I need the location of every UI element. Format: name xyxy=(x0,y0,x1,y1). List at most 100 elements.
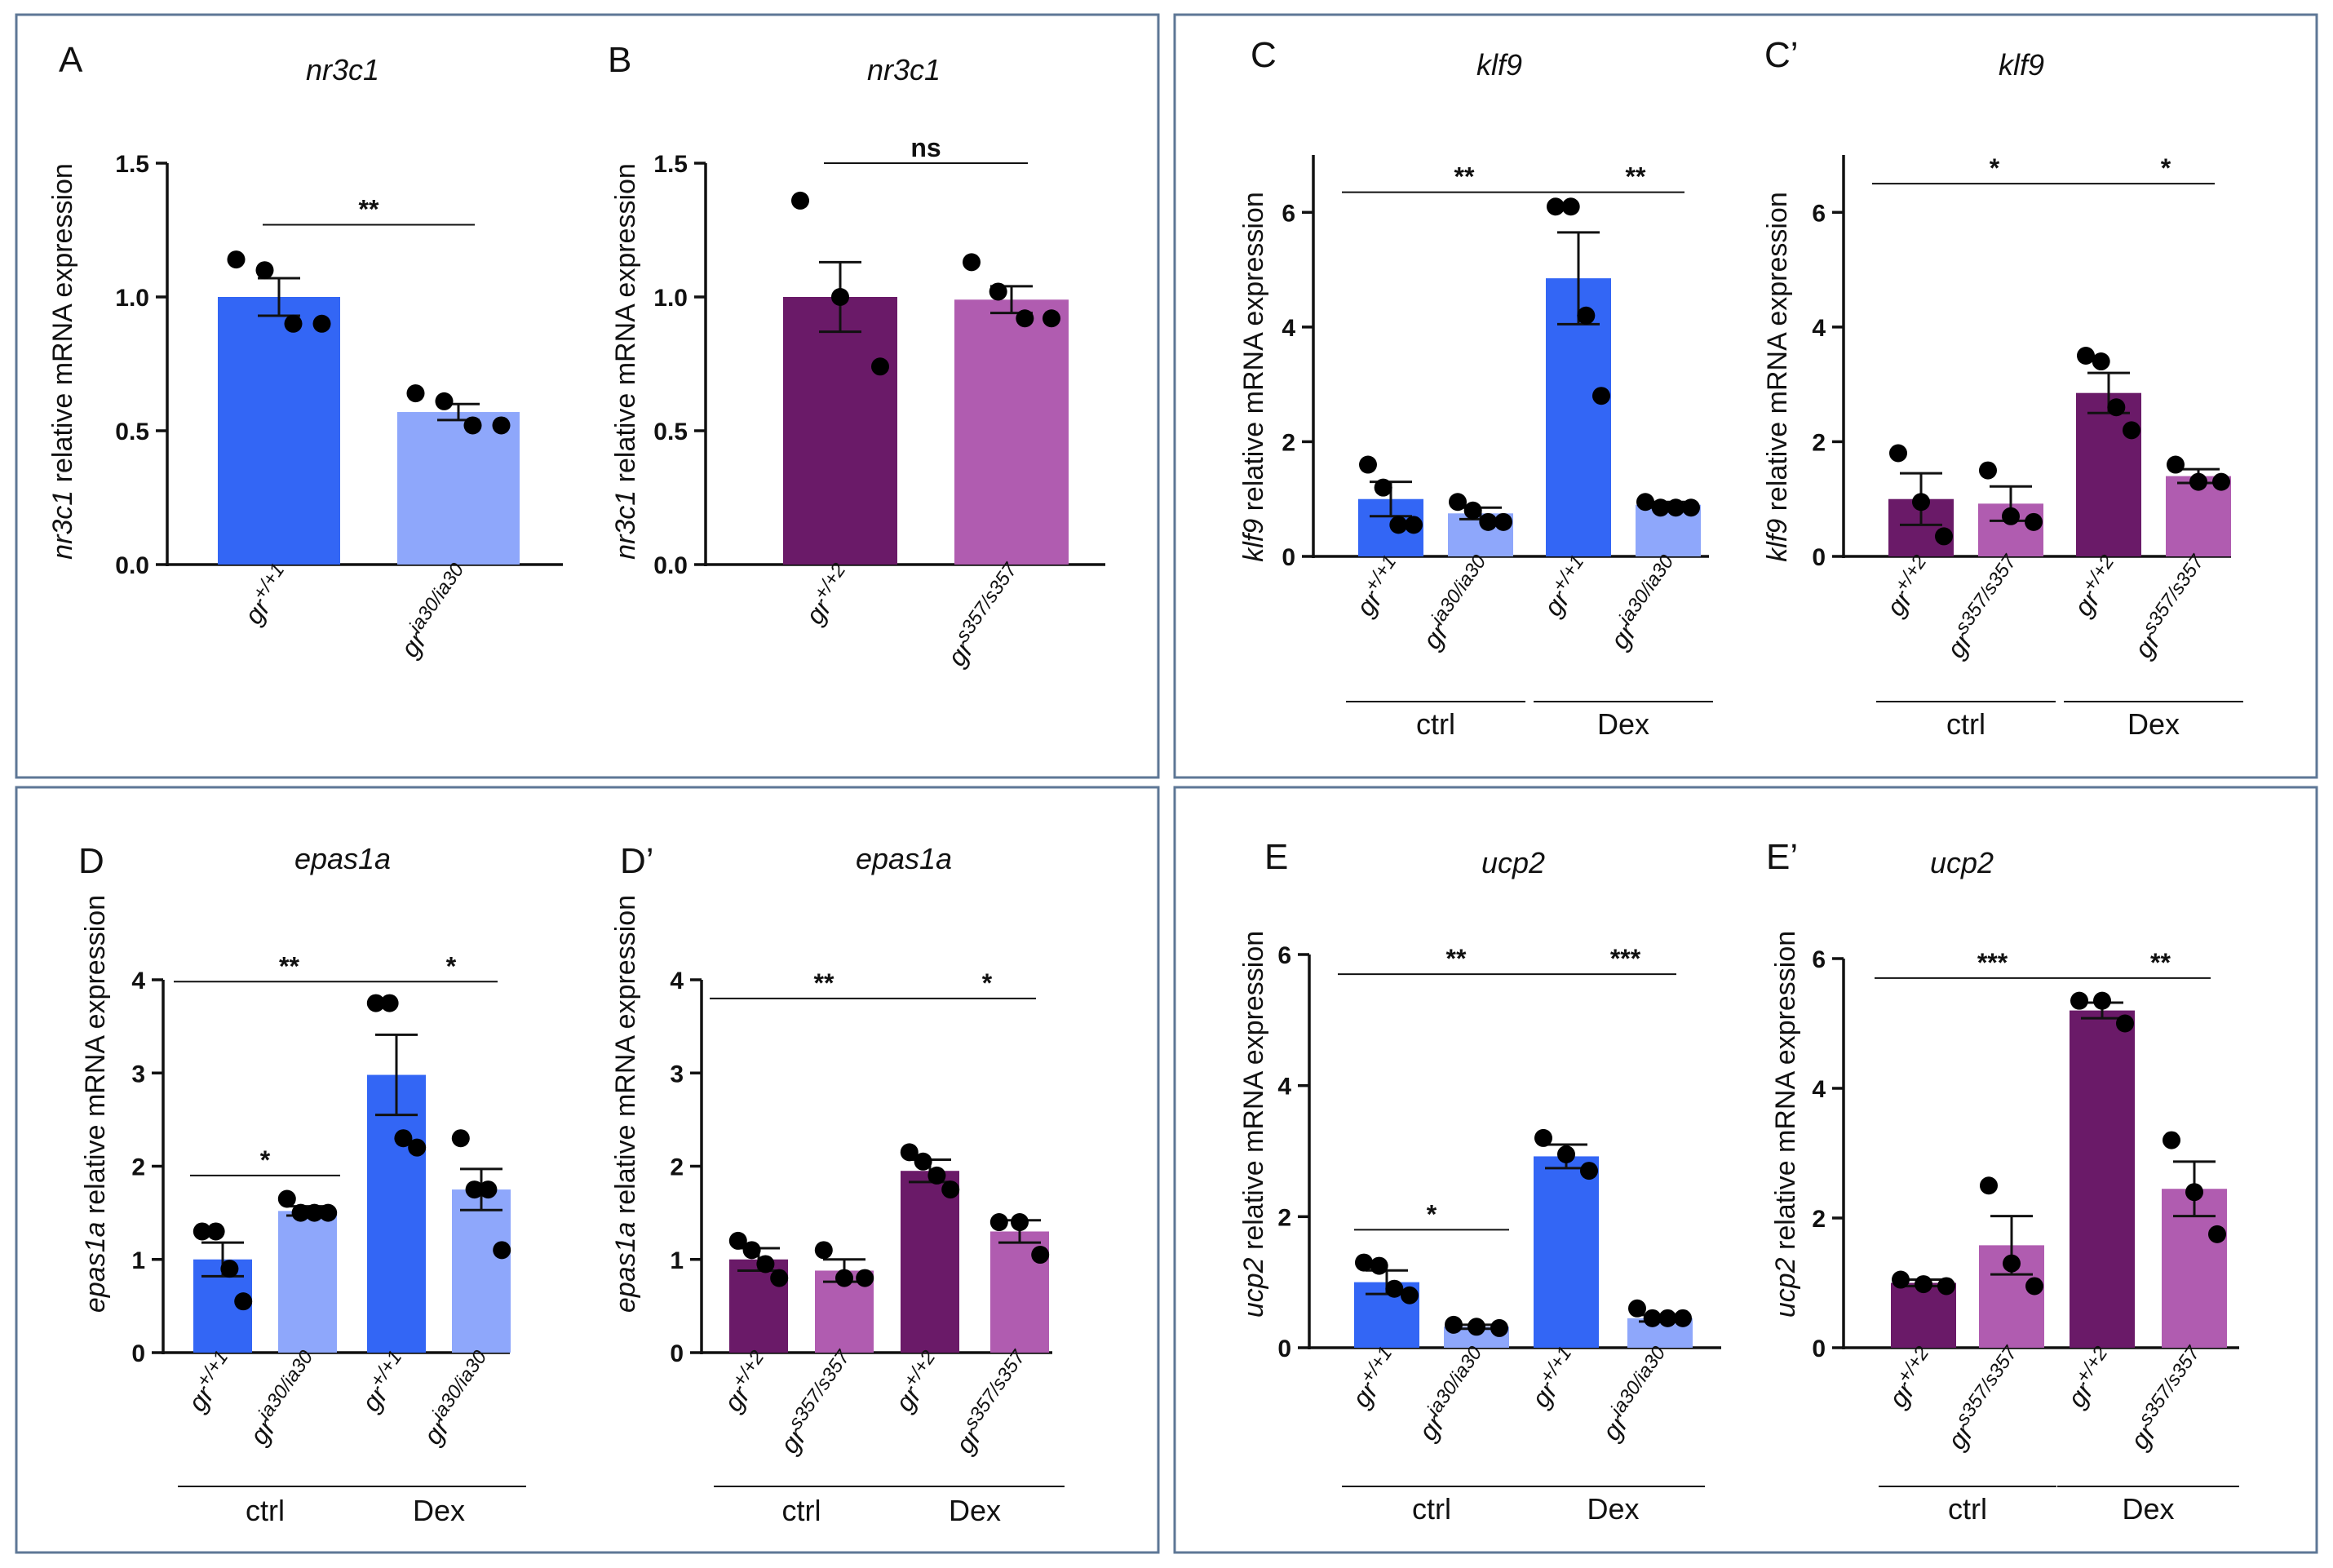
y-axis-label-gene: epas1a xyxy=(80,1222,111,1313)
panel-letter: D xyxy=(78,841,104,881)
y-axis-label-text: relative mRNA expression xyxy=(1770,931,1801,1258)
x-category-label: gr+/+1 xyxy=(1534,551,1598,621)
data-point xyxy=(1979,461,1997,480)
group-label: Dex xyxy=(1597,707,1649,741)
significance-label: ** xyxy=(279,951,299,981)
y-tick-label: 6 xyxy=(1812,946,1826,973)
significance-label: ns xyxy=(910,133,941,162)
data-point xyxy=(1043,309,1060,328)
x-category-sup: ia30/ia30 xyxy=(405,559,468,637)
bar xyxy=(1534,1156,1599,1348)
group-label: Dex xyxy=(1587,1492,1639,1526)
group-label: ctrl xyxy=(1946,707,1985,741)
y-axis-label: epas1a relative mRNA expression xyxy=(610,895,641,1313)
y-axis-label-text: relative mRNA expression xyxy=(610,895,641,1222)
significance-label: * xyxy=(446,951,457,981)
data-point xyxy=(1011,1213,1029,1232)
bar xyxy=(367,1074,426,1353)
frame-bottom-left xyxy=(15,786,1160,1554)
group-label: Dex xyxy=(949,1494,1001,1527)
significance-label: * xyxy=(982,968,993,998)
frame-top-right xyxy=(1173,13,2318,779)
y-axis-label-gene: klf9 xyxy=(1762,519,1793,562)
x-category-sup: s357/s357 xyxy=(784,1345,855,1433)
y-tick-label: 1.5 xyxy=(653,151,688,178)
data-point xyxy=(2123,421,2140,440)
y-axis-label: klf9 relative mRNA expression xyxy=(1238,192,1269,562)
x-category-sup: s357/s357 xyxy=(951,558,1022,646)
y-tick-label: 6 xyxy=(1812,200,1826,227)
x-category-label: gr+/+2 xyxy=(2065,551,2128,621)
x-category-label: grs357/s357 xyxy=(2125,550,2219,663)
data-point xyxy=(835,1269,853,1287)
data-point xyxy=(1547,197,1565,216)
data-point xyxy=(770,1269,789,1287)
data-point xyxy=(1636,493,1654,512)
x-category-label: grs357/s357 xyxy=(771,1345,865,1459)
y-tick-label: 2 xyxy=(670,1154,684,1181)
bar xyxy=(452,1189,511,1353)
y-tick-label: 2 xyxy=(131,1154,145,1181)
panel-title: ucp2 xyxy=(1930,846,1994,879)
data-point xyxy=(1468,1318,1485,1336)
data-point xyxy=(380,994,399,1012)
data-point xyxy=(1389,516,1408,534)
data-point xyxy=(406,384,425,403)
x-category-sup: s357/s357 xyxy=(1951,1341,2022,1429)
data-point xyxy=(1667,498,1685,517)
panel-title: epas1a xyxy=(294,842,391,875)
y-tick-label: 0 xyxy=(1282,544,1295,571)
data-point xyxy=(451,1129,470,1148)
x-category-label: grs357/s357 xyxy=(946,1345,1040,1459)
data-point xyxy=(1561,197,1580,216)
y-tick-label: 4 xyxy=(670,968,684,994)
x-category-sup: s357/s357 xyxy=(2138,550,2209,638)
frame-bottom-right xyxy=(1173,786,2318,1554)
x-category-sup: ia30/ia30 xyxy=(1423,1342,1486,1420)
y-tick-label: 6 xyxy=(1277,942,1291,969)
data-point xyxy=(206,1222,225,1241)
data-point xyxy=(1494,512,1512,531)
data-point xyxy=(1449,493,1467,512)
y-tick-label: 2 xyxy=(1812,1206,1826,1233)
y-axis-label-text: relative mRNA expression xyxy=(47,163,78,490)
bar xyxy=(901,1171,959,1353)
y-tick-label: 0.0 xyxy=(115,552,149,579)
bar xyxy=(783,297,897,565)
significance-label: * xyxy=(2161,153,2171,183)
y-tick-label: 3 xyxy=(670,1061,684,1087)
y-tick-label: 4 xyxy=(1282,315,1295,342)
data-point xyxy=(914,1152,932,1171)
y-tick-label: 0.5 xyxy=(653,419,688,445)
y-tick-label: 0 xyxy=(131,1340,145,1367)
data-point xyxy=(1355,1253,1373,1272)
y-tick-label: 0 xyxy=(670,1340,684,1367)
y-tick-label: 2 xyxy=(1282,429,1295,456)
data-point xyxy=(728,1231,747,1250)
panel-title: epas1a xyxy=(856,842,952,875)
y-axis-label-gene: klf9 xyxy=(1238,519,1269,562)
data-point xyxy=(2189,472,2207,491)
x-category-label: gr+/+1 xyxy=(352,1346,416,1416)
x-category-sup: ia30/ia30 xyxy=(1427,551,1490,629)
data-point xyxy=(227,250,246,269)
x-category-label: gr+/+2 xyxy=(715,1346,778,1416)
x-category-label: gr+/+2 xyxy=(886,1346,950,1416)
x-category-label: gr+/+2 xyxy=(1877,551,1941,621)
data-point xyxy=(465,1180,484,1199)
data-point xyxy=(234,1292,253,1311)
data-point xyxy=(220,1260,239,1278)
data-point xyxy=(2093,991,2111,1010)
data-point xyxy=(1577,306,1596,325)
data-point xyxy=(1374,478,1392,497)
data-point xyxy=(2185,1183,2203,1202)
y-tick-label: 2 xyxy=(1812,429,1826,456)
y-axis-label-gene: nr3c1 xyxy=(610,490,641,560)
y-axis-label: nr3c1 relative mRNA expression xyxy=(47,163,78,560)
panel-title: klf9 xyxy=(1476,48,1522,82)
